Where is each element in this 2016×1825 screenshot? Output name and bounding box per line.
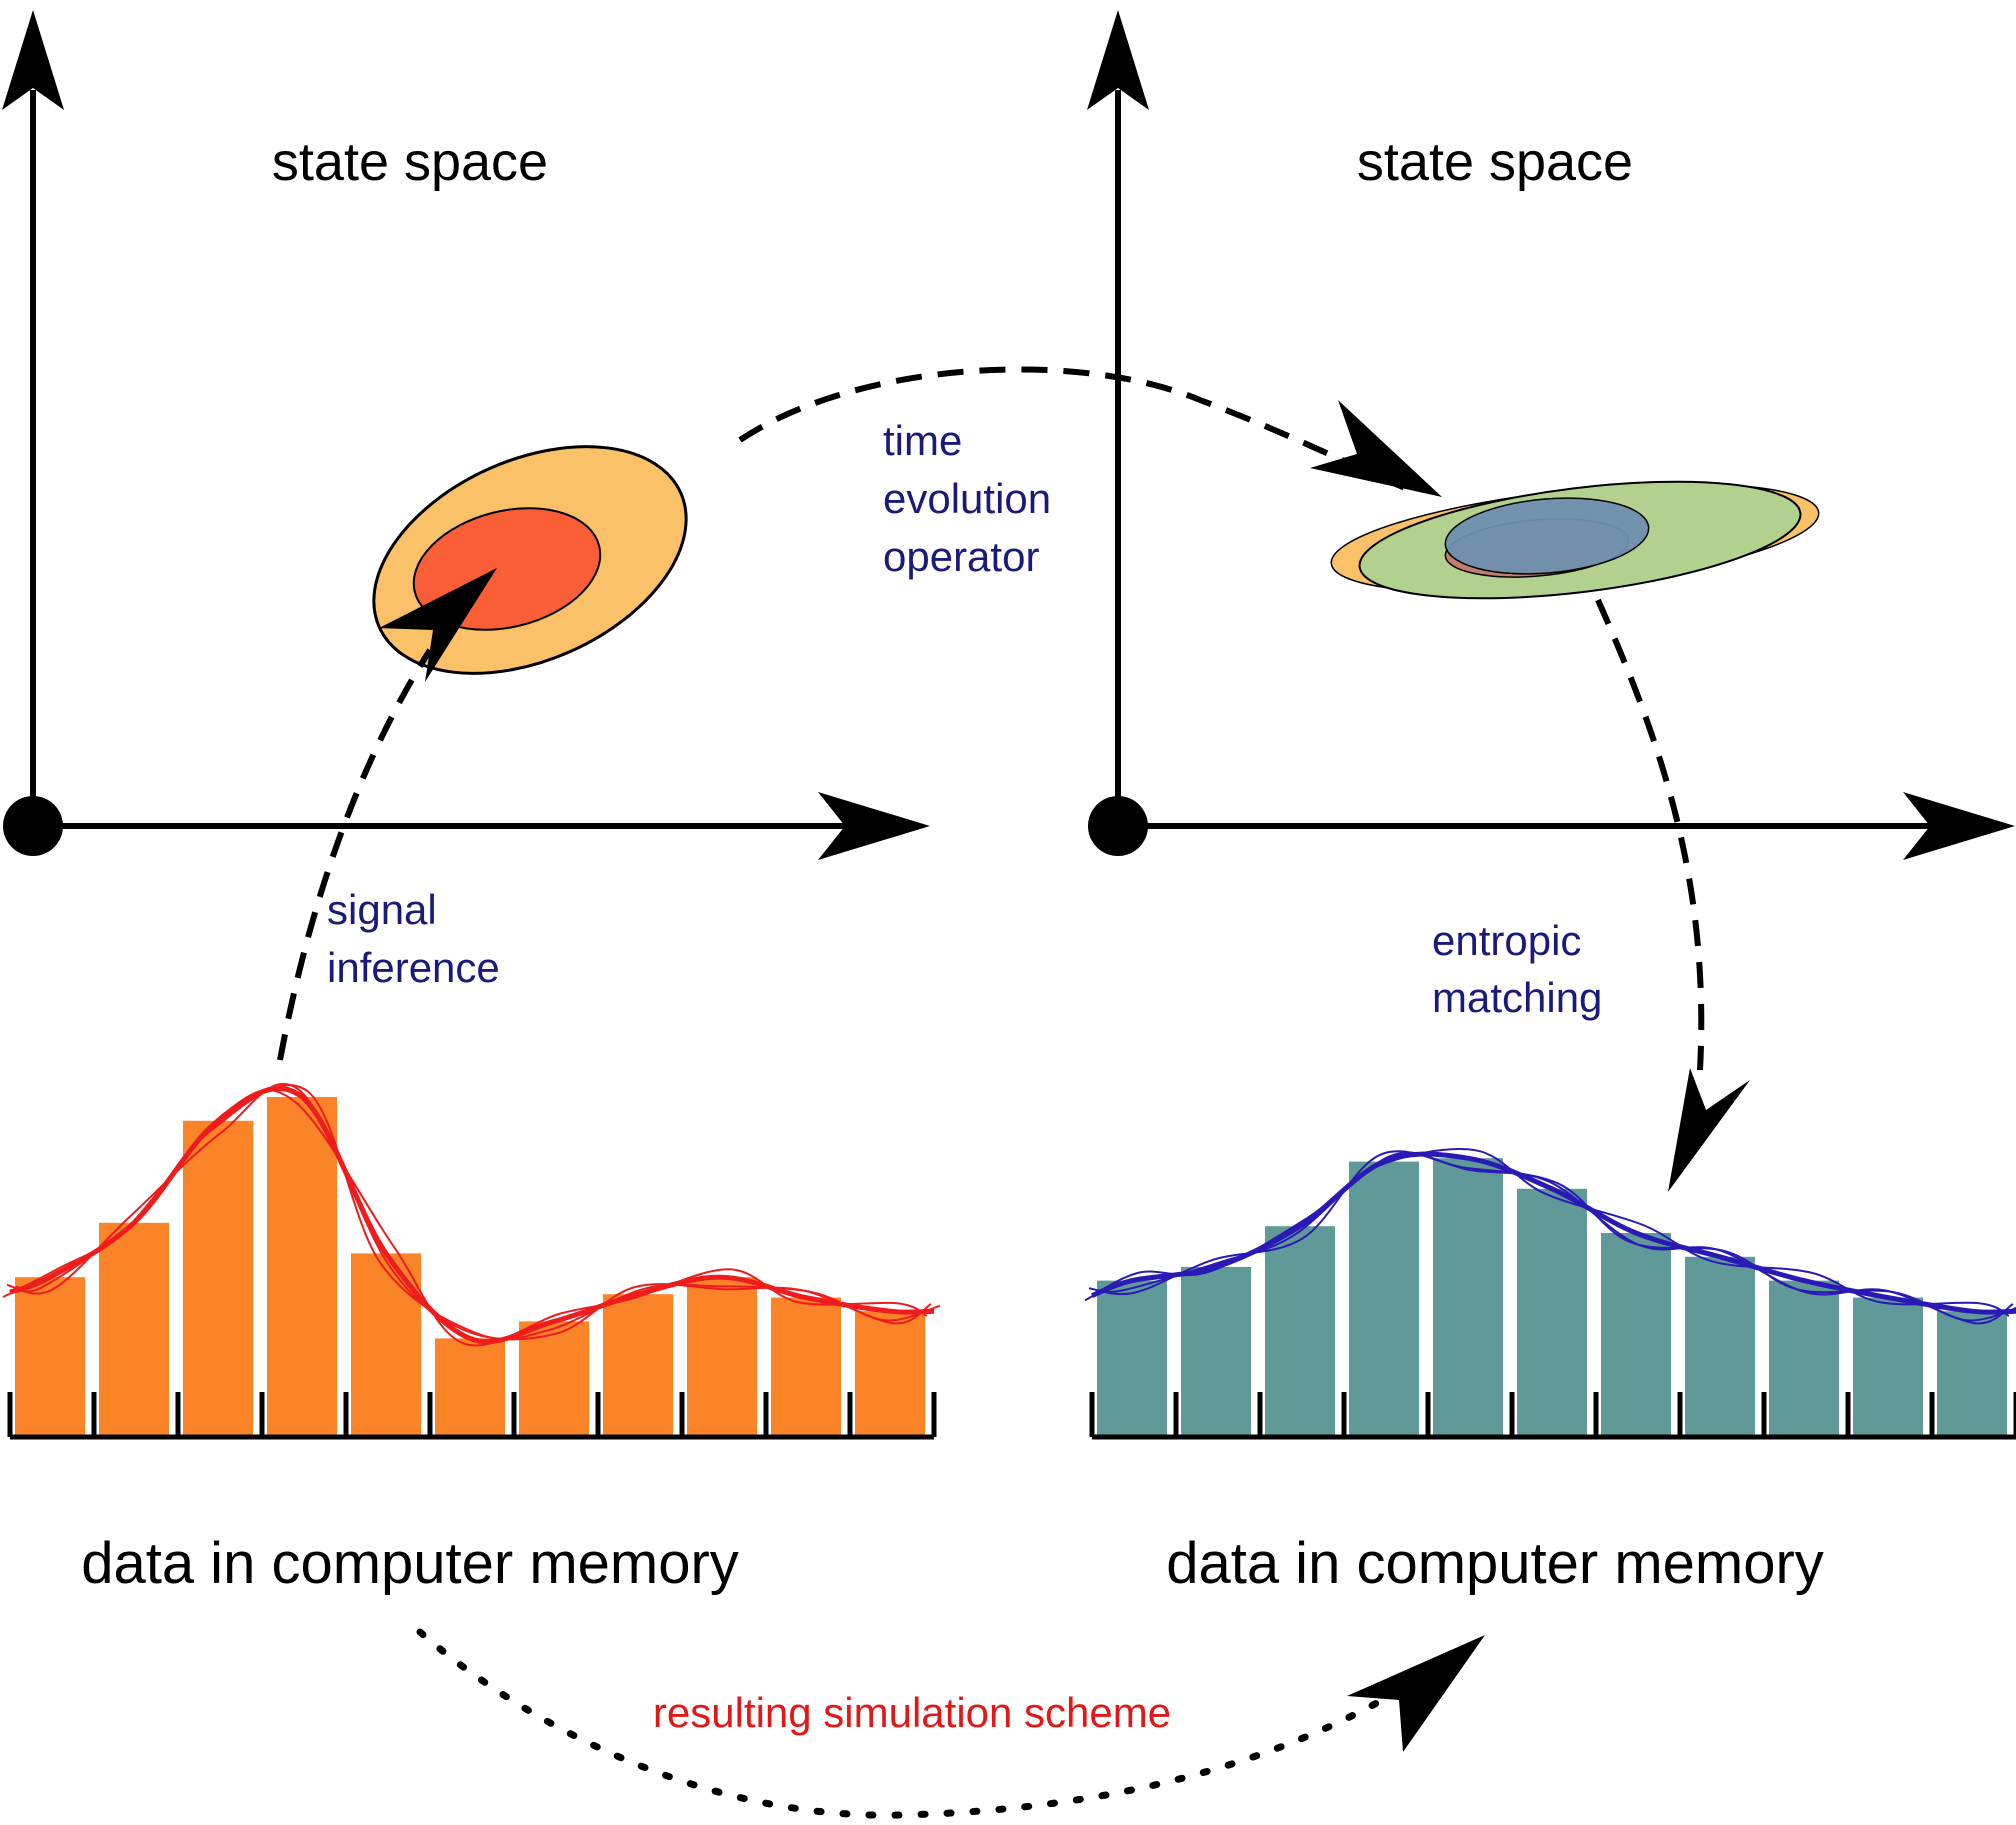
right-memory-axis — [1089, 1392, 2016, 1440]
right-evolved-ellipses — [1330, 480, 1820, 600]
left-state-space-axes — [30, 90, 890, 829]
left-x-arrowhead-icon — [818, 792, 930, 860]
signal-inference-label: signal inference — [327, 886, 500, 991]
right-data-label: data in computer memory — [1166, 1531, 1824, 1596]
left-origin-dot-icon — [3, 796, 63, 856]
left-y-arrowhead-icon — [2, 10, 64, 110]
right-fit-curve — [1097, 1151, 2016, 1322]
right-bar — [1517, 1188, 1587, 1437]
left-data-histogram — [2, 1082, 941, 1440]
right-bar — [1853, 1297, 1923, 1437]
time-evolution-line-1: time — [883, 417, 962, 464]
simulation-scheme-arrowhead-icon — [1347, 1635, 1485, 1752]
time-evolution-arrow — [738, 366, 1407, 491]
left-bar — [435, 1338, 505, 1437]
right-x-arrowhead-icon — [1903, 792, 2015, 860]
left-fit-curve — [6, 1082, 932, 1341]
simulation-scheme-label: resulting simulation scheme — [653, 1689, 1171, 1736]
right-bar — [1769, 1280, 1839, 1437]
left-bar — [267, 1097, 337, 1437]
right-origin-dot-icon — [1088, 796, 1148, 856]
right-bar — [1433, 1158, 1503, 1437]
right-fit-curve — [1088, 1150, 2014, 1325]
right-bar — [1937, 1311, 2007, 1437]
signal-inference-line-1: signal — [327, 886, 437, 933]
right-fit-curve — [1091, 1151, 2016, 1315]
left-memory-axis — [7, 1392, 937, 1440]
time-evolution-line-2: evolution — [883, 475, 1051, 522]
time-evolution-label: time evolution operator — [883, 417, 1063, 580]
entropic-matching-arrowhead-icon — [1668, 1068, 1750, 1192]
right-state-space-title: state space — [1357, 132, 1633, 192]
left-bar — [183, 1120, 253, 1437]
right-bar — [1181, 1267, 1251, 1437]
right-y-arrowhead-icon — [1087, 10, 1149, 110]
left-bar — [771, 1297, 841, 1437]
right-bar — [1097, 1280, 1167, 1437]
right-bar — [1265, 1226, 1335, 1437]
entropic-matching-line-2: matching — [1432, 974, 1602, 1021]
left-bar — [351, 1253, 421, 1437]
left-bar — [15, 1277, 85, 1437]
right-bar — [1685, 1256, 1755, 1437]
right-bar — [1601, 1233, 1671, 1437]
signal-inference-arrowhead-icon — [379, 568, 497, 682]
signal-inference-arrow — [277, 648, 433, 1061]
time-evolution-line-3: operator — [883, 533, 1039, 580]
right-bar — [1349, 1161, 1419, 1437]
entropic-matching-label: entropic matching — [1432, 917, 1602, 1021]
left-data-label: data in computer memory — [81, 1531, 739, 1596]
signal-inference-line-2: inference — [327, 944, 500, 991]
entropic-matching-arrow — [1595, 598, 1705, 1071]
left-fit-curve — [2, 1089, 928, 1347]
entropic-matching-line-1: entropic — [1432, 917, 1581, 964]
left-bar — [603, 1294, 673, 1437]
left-bar — [99, 1222, 169, 1437]
left-bar — [519, 1321, 589, 1437]
left-state-space-title: state space — [272, 132, 548, 192]
right-fit-curve — [1084, 1148, 2010, 1317]
right-blue-ellipse — [1444, 497, 1650, 575]
right-state-space-axes — [1115, 90, 1975, 829]
left-bar — [687, 1277, 757, 1437]
left-bar — [855, 1311, 925, 1437]
right-data-histogram — [1084, 1148, 2016, 1440]
time-evolution-arrowhead-icon — [1310, 400, 1442, 497]
simulation-scheme-arrow — [416, 1628, 1404, 1819]
